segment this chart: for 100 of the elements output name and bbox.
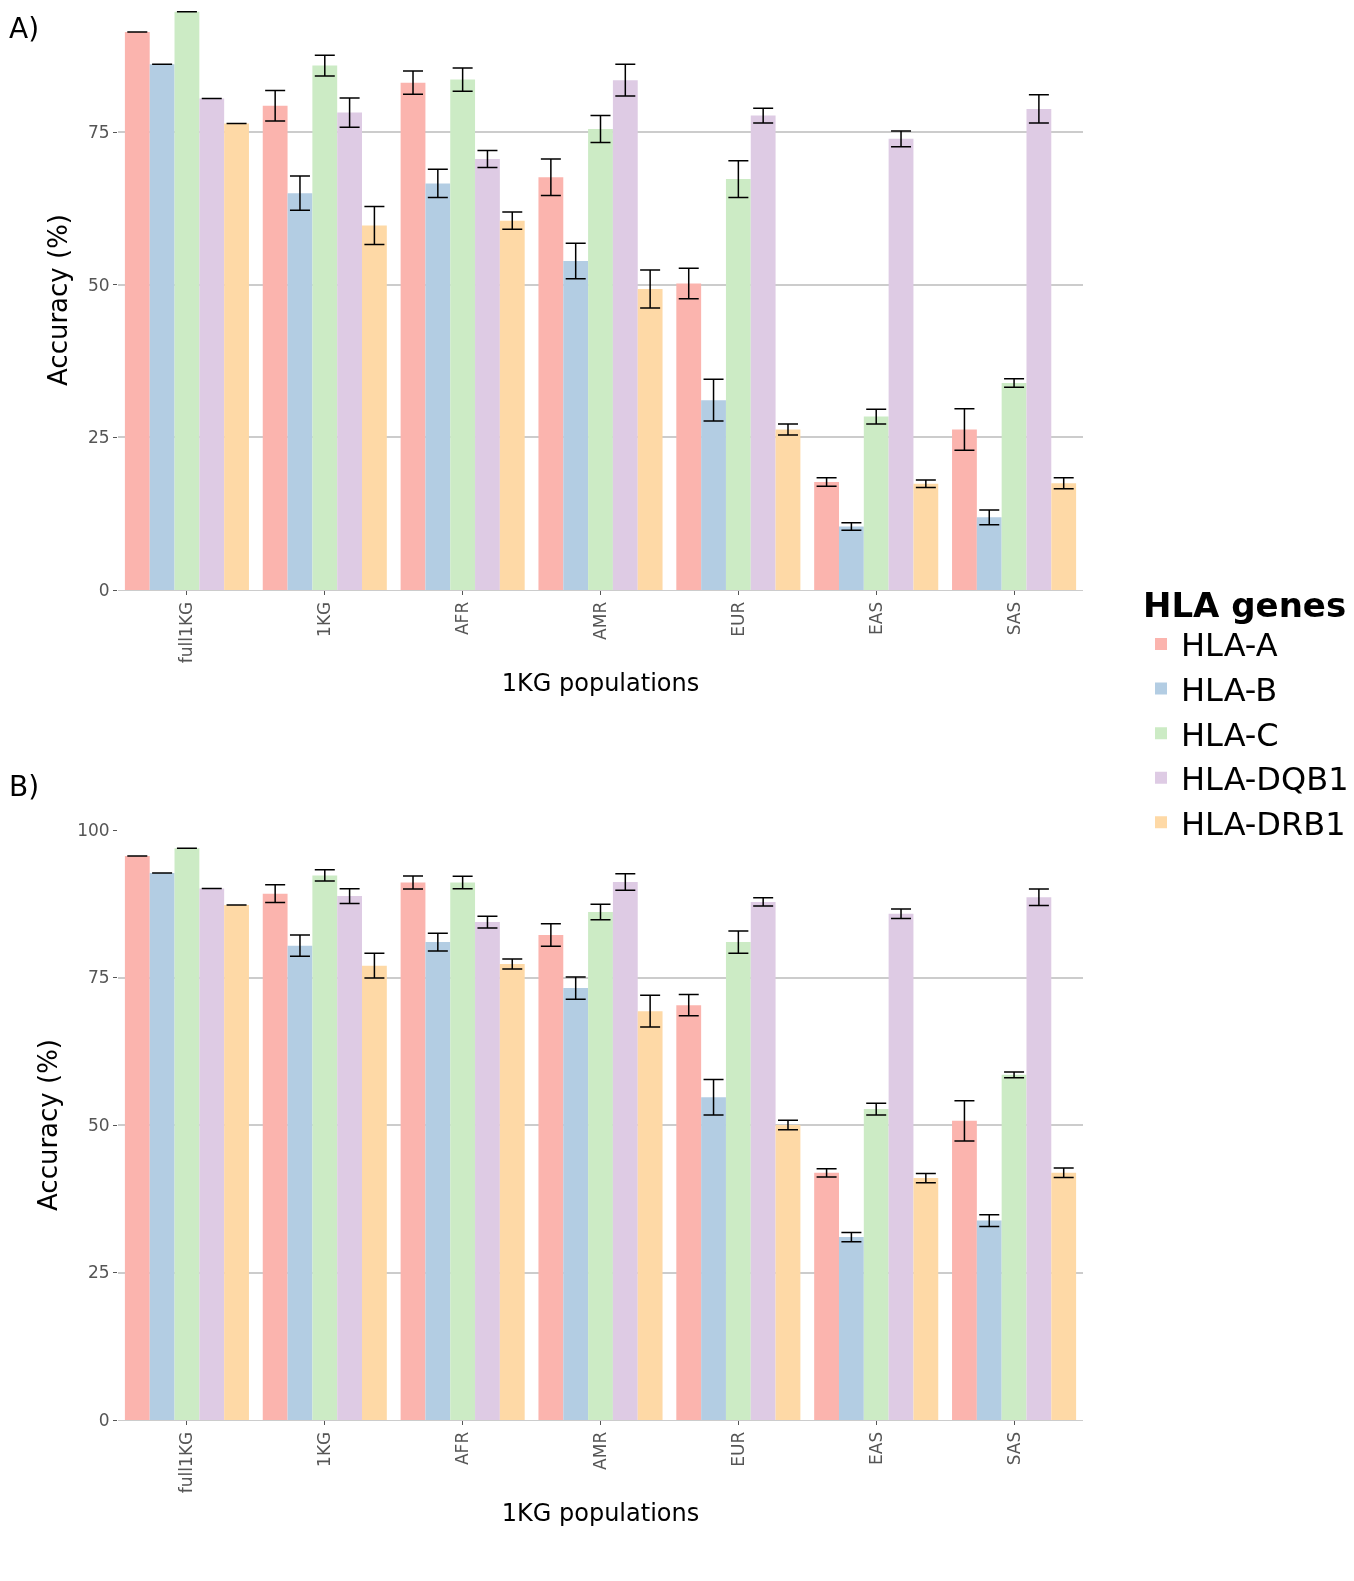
bar [425, 942, 451, 1420]
bar [1001, 1074, 1027, 1420]
bar [775, 429, 801, 590]
bar [838, 526, 864, 590]
bar [952, 429, 977, 590]
y-tick-label: 0 [98, 579, 110, 600]
y-axis-title: Accuracy (%) [43, 214, 74, 386]
bar [1051, 483, 1077, 590]
x-tick-label: AFR [452, 1431, 473, 1466]
y-tick-label: 0 [98, 1409, 110, 1430]
bar [775, 1125, 801, 1420]
text: B) [9, 770, 40, 803]
bar [612, 881, 638, 1420]
bar [563, 988, 589, 1420]
bar [124, 855, 150, 1420]
legend-label: HLA-B [1181, 671, 1278, 710]
bar [199, 98, 225, 590]
bar [863, 416, 889, 590]
x-tick-label: SAS [1003, 1431, 1024, 1466]
bar [538, 935, 564, 1420]
bar [312, 65, 338, 590]
x-tick-label: EAS [865, 601, 886, 635]
x-tick-label: SAS [1003, 601, 1024, 636]
bar [814, 481, 839, 590]
bar [888, 913, 914, 1420]
bar [337, 112, 363, 590]
x-axis-title: 1KG populations [501, 669, 700, 698]
x-tick-label: 1KG [314, 601, 335, 637]
x-tick-label: EAS [865, 1431, 886, 1465]
bar [199, 888, 225, 1420]
bar [475, 158, 500, 590]
bar [588, 129, 613, 590]
bar [362, 225, 387, 590]
bar [400, 82, 426, 590]
y-axis-title: Accuracy (%) [32, 1039, 63, 1211]
bar [337, 896, 363, 1420]
bar [750, 901, 776, 1420]
legend-title: HLA genes [1143, 584, 1347, 625]
bar [224, 904, 249, 1420]
y-tick-label: 50 [87, 274, 110, 295]
bar [400, 882, 426, 1420]
bar [149, 64, 175, 590]
bar [976, 517, 1002, 590]
x-tick-label: AMR [590, 1431, 611, 1470]
bar [262, 105, 288, 590]
x-tick-label: full1KG [176, 1431, 197, 1494]
bar [425, 183, 451, 590]
bar [312, 875, 338, 1420]
bar [863, 1109, 889, 1420]
bar [262, 893, 288, 1420]
bar [450, 79, 476, 590]
x-tick-label: EUR [727, 601, 748, 637]
bar [563, 260, 589, 590]
bar [976, 1220, 1002, 1420]
bar [612, 80, 638, 590]
legend-label: HLA-C [1181, 715, 1279, 754]
bar [637, 1011, 663, 1420]
bar [174, 848, 200, 1420]
bar [637, 289, 663, 590]
bar [913, 483, 939, 590]
bar [676, 1005, 702, 1420]
x-tick-label: EUR [727, 1431, 748, 1467]
x-axis-title: 1KG populations [501, 1499, 700, 1528]
y-tick-label: 50 [87, 1114, 110, 1135]
bar [475, 922, 500, 1420]
bar [224, 123, 249, 590]
bar [538, 177, 564, 590]
y-tick-label: 75 [87, 122, 110, 143]
bar [287, 945, 313, 1420]
x-tick-label: AMR [590, 601, 611, 640]
bar [149, 873, 175, 1420]
y-tick-label: 100 [77, 819, 110, 840]
bar [913, 1178, 939, 1420]
bar [1026, 897, 1052, 1420]
bar [814, 1172, 839, 1420]
bar [499, 963, 525, 1420]
x-tick-label: full1KG [176, 601, 197, 664]
bar [1051, 1172, 1077, 1420]
x-tick-label: AFR [452, 601, 473, 636]
bar [676, 283, 702, 590]
bar [725, 942, 751, 1420]
bar [287, 193, 313, 590]
bar [888, 138, 914, 590]
bar [362, 965, 387, 1420]
y-tick-label: 75 [87, 967, 110, 988]
bar [450, 882, 476, 1420]
bar [701, 400, 726, 590]
bar [174, 11, 200, 590]
legend-label: HLA-DQB1 [1181, 760, 1349, 799]
bar [701, 1097, 726, 1420]
bar [499, 220, 525, 590]
legend-label: HLA-DRB1 [1181, 804, 1346, 843]
x-tick-label: 1KG [314, 1431, 335, 1467]
bar [588, 912, 613, 1420]
y-tick-label: 25 [87, 427, 110, 448]
bar [750, 115, 776, 590]
bar [952, 1120, 977, 1420]
bar [1001, 383, 1027, 590]
bar [124, 31, 150, 590]
bar [1026, 108, 1052, 590]
